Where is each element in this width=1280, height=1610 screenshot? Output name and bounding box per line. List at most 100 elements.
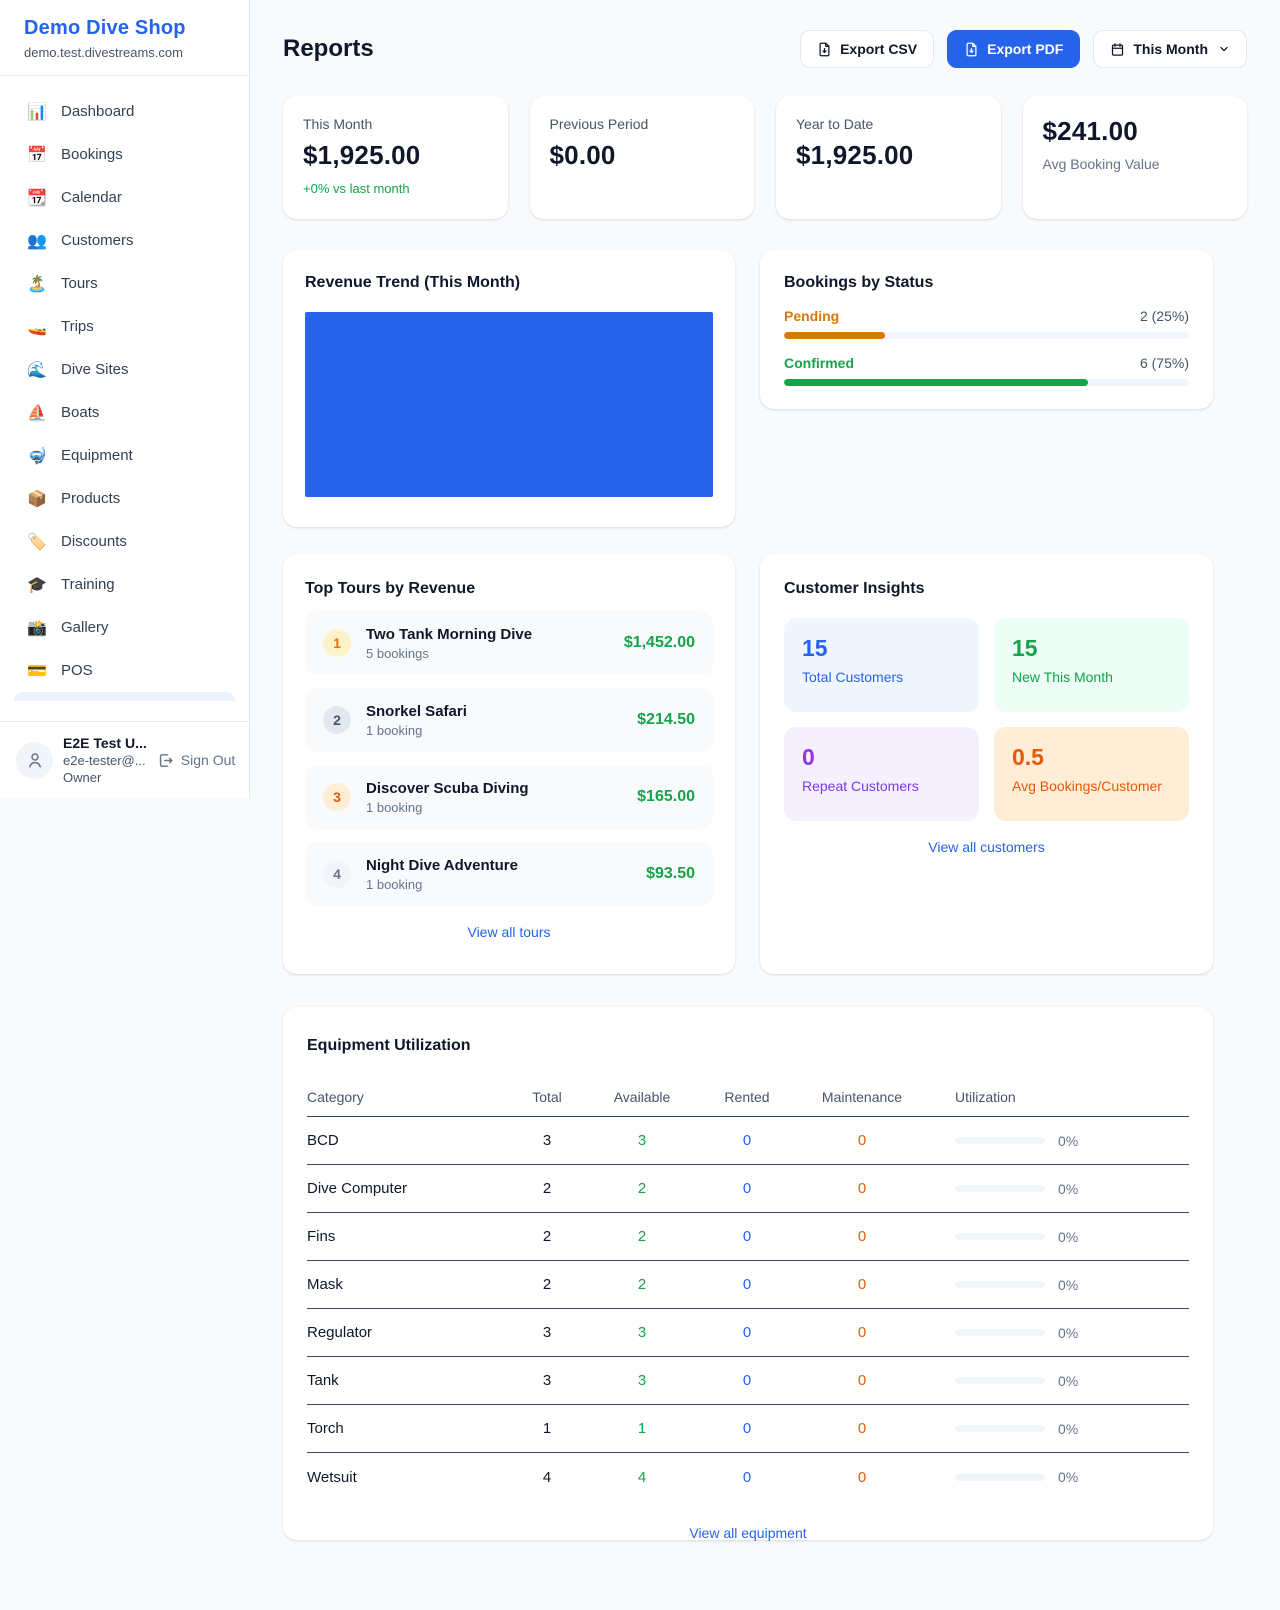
tile-value: 0.5 bbox=[1012, 744, 1044, 770]
sidebar-item-boats[interactable]: ⛵ Boats bbox=[14, 391, 235, 434]
sidebar-item-dashboard[interactable]: 📊 Dashboard bbox=[14, 90, 235, 133]
sign-out-button[interactable]: Sign Out bbox=[157, 752, 235, 769]
view-all-equipment-link[interactable]: View all equipment bbox=[689, 1525, 807, 1541]
export-csv-button[interactable]: Export CSV bbox=[800, 30, 935, 68]
available-value: 2 bbox=[637, 1276, 647, 1293]
col-total: Total bbox=[532, 1088, 562, 1105]
utilization-cell: 0% bbox=[927, 1325, 1189, 1341]
sidebar-item-label: Gallery bbox=[61, 619, 109, 636]
tour-bookings: 5 bookings bbox=[366, 645, 429, 661]
tile-avg-bookings-customer: 0.5 Avg Bookings/Customer bbox=[994, 727, 1189, 821]
equipment-category: Torch bbox=[307, 1420, 344, 1437]
sidebar-item-label: Bookings bbox=[61, 146, 123, 163]
tile-new-this-month: 15 New This Month bbox=[994, 618, 1189, 712]
utilization-bar-track bbox=[955, 1281, 1045, 1288]
stat-card-previous-period: Previous Period $0.00 bbox=[529, 96, 754, 219]
view-all-customers-link[interactable]: View all customers bbox=[928, 839, 1045, 855]
insight-tiles: 15 Total Customers 15 New This Month 0 R… bbox=[784, 618, 1189, 821]
tile-label: New This Month bbox=[1012, 669, 1113, 685]
dashboard-icon: 📊 bbox=[27, 103, 47, 121]
table-row: BCD 3 3 0 0 0% bbox=[307, 1117, 1189, 1165]
tour-bookings: 1 booking bbox=[366, 876, 423, 892]
sidebar-item-customers[interactable]: 👥 Customers bbox=[14, 219, 235, 262]
equipment-utilization-card: Equipment Utilization Category Total Ava… bbox=[283, 1007, 1213, 1541]
total-value: 1 bbox=[542, 1420, 552, 1437]
col-rented: Rented bbox=[724, 1088, 770, 1105]
status-bar-track bbox=[784, 332, 1189, 339]
tour-bookings: 1 booking bbox=[366, 722, 423, 738]
stat-cards-row: This Month $1,925.00 +0% vs last month P… bbox=[283, 96, 1247, 219]
rented-value: 0 bbox=[742, 1468, 752, 1486]
sidebar-item-pos[interactable]: 💳 POS bbox=[14, 649, 235, 692]
sidebar-item-gallery[interactable]: 📸 Gallery bbox=[14, 606, 235, 649]
user-role: Owner bbox=[63, 770, 102, 785]
sidebar-item-calendar[interactable]: 📆 Calendar bbox=[14, 176, 235, 219]
tour-name: Two Tank Morning Dive bbox=[366, 625, 533, 643]
sidebar-item-training[interactable]: 🎓 Training bbox=[14, 563, 235, 606]
total-value: 2 bbox=[542, 1276, 552, 1293]
sidebar-item-label: POS bbox=[61, 662, 93, 679]
credit-card-icon: 💳 bbox=[27, 662, 47, 680]
avatar bbox=[16, 741, 53, 779]
export-csv-label: Export CSV bbox=[840, 41, 918, 57]
chevron-down-icon bbox=[1220, 46, 1228, 52]
sidebar-item-discounts[interactable]: 🏷️ Discounts bbox=[14, 520, 235, 563]
equipment-category: BCD bbox=[307, 1132, 339, 1149]
available-value: 2 bbox=[637, 1228, 647, 1245]
stat-label: Year to Date bbox=[796, 116, 874, 132]
export-pdf-button[interactable]: Export PDF bbox=[947, 30, 1081, 68]
col-maintenance: Maintenance bbox=[821, 1088, 903, 1105]
tour-row: 2 Snorkel Safari 1 booking $214.50 bbox=[305, 688, 713, 752]
utilization-cell: 0% bbox=[927, 1181, 1189, 1197]
user-name: E2E Test U... bbox=[63, 735, 147, 751]
stat-card-year-to-date: Year to Date $1,925.00 bbox=[776, 96, 1001, 219]
sidebar-item-dive-sites[interactable]: 🌊 Dive Sites bbox=[14, 348, 235, 391]
stat-delta: +0% vs last month bbox=[303, 181, 410, 196]
table-row: Dive Computer 2 2 0 0 0% bbox=[307, 1165, 1189, 1213]
customers-icon: 👥 bbox=[27, 232, 47, 250]
tour-amount: $1,452.00 bbox=[623, 634, 695, 651]
sidebar-item-bookings[interactable]: 📅 Bookings bbox=[14, 133, 235, 176]
bookings-by-status-title: Bookings by Status bbox=[784, 274, 934, 291]
tour-amount: $214.50 bbox=[637, 711, 695, 728]
person-icon bbox=[28, 753, 41, 768]
sidebar-item-products[interactable]: 📦 Products bbox=[14, 477, 235, 520]
revenue-trend-card: Revenue Trend (This Month) bbox=[283, 250, 735, 527]
sidebar-item-label: Customers bbox=[61, 232, 134, 249]
maintenance-value: 0 bbox=[857, 1468, 867, 1486]
status-label: Pending bbox=[784, 308, 840, 324]
charts-row: Revenue Trend (This Month) Bookings by S… bbox=[283, 250, 1247, 527]
maintenance-value: 0 bbox=[857, 1180, 867, 1197]
utilization-percent: 0% bbox=[1058, 1372, 1079, 1389]
view-all-tours-link[interactable]: View all tours bbox=[467, 924, 551, 940]
sidebar-item-tours[interactable]: 🏝️ Tours bbox=[14, 262, 235, 305]
stat-label: Previous Period bbox=[549, 116, 649, 132]
rented-value: 0 bbox=[742, 1372, 752, 1389]
utilization-bar-track bbox=[955, 1137, 1045, 1144]
sidebar-item-label: Dashboard bbox=[61, 103, 135, 120]
stat-value: $1,925.00 bbox=[303, 140, 421, 170]
status-bar-fill bbox=[784, 332, 886, 339]
utilization-cell: 0% bbox=[927, 1469, 1189, 1485]
total-value: 4 bbox=[542, 1468, 552, 1486]
sidebar-item-equipment[interactable]: 🤿 Equipment bbox=[14, 434, 235, 477]
tile-value: 15 bbox=[1012, 635, 1038, 661]
maintenance-value: 0 bbox=[857, 1132, 867, 1149]
sidebar-item-label: Tours bbox=[61, 275, 98, 292]
revenue-trend-chart bbox=[305, 312, 713, 497]
table-row: Torch 1 1 0 0 0% bbox=[307, 1405, 1189, 1453]
period-label: This Month bbox=[1133, 41, 1208, 57]
status-row-confirmed: Confirmed 6 (75%) bbox=[784, 355, 1189, 386]
utilization-percent: 0% bbox=[1058, 1228, 1079, 1245]
sidebar: Demo Dive Shop demo.test.divestreams.com… bbox=[0, 0, 250, 798]
equipment-category: Fins bbox=[307, 1228, 336, 1245]
stat-label: Avg Booking Value bbox=[1042, 156, 1160, 172]
sidebar-item-label: Training bbox=[61, 576, 115, 593]
period-dropdown[interactable]: This Month bbox=[1093, 30, 1247, 68]
sidebar-item-reports-partial[interactable] bbox=[14, 692, 235, 701]
tag-icon: 🏷️ bbox=[27, 533, 47, 551]
equipment-category: Dive Computer bbox=[307, 1180, 408, 1197]
sidebar-item-trips[interactable]: 🚤 Trips bbox=[14, 305, 235, 348]
stat-card-avg-booking-value: $241.00 Avg Booking Value bbox=[1022, 96, 1247, 219]
rented-value: 0 bbox=[742, 1420, 752, 1437]
